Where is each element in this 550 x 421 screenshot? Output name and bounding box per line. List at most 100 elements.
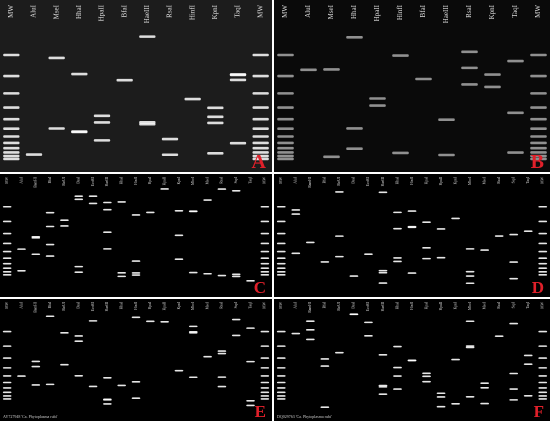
- band: [393, 257, 402, 259]
- band: [17, 375, 26, 377]
- lane-label: BfaI: [120, 4, 128, 17]
- band: [436, 396, 446, 398]
- band: [174, 258, 184, 261]
- band: [320, 406, 330, 409]
- band: [103, 248, 112, 250]
- band: [3, 154, 20, 158]
- band: [2, 257, 12, 260]
- lane-label: MboI: [191, 176, 195, 185]
- lane-label: BamHI: [308, 301, 312, 312]
- band: [346, 127, 363, 130]
- band: [538, 242, 548, 245]
- lane-label: KpnI: [177, 301, 181, 309]
- band: [31, 360, 41, 363]
- lane-label: MW: [263, 176, 267, 183]
- band: [509, 399, 519, 401]
- band: [229, 78, 247, 82]
- band: [346, 147, 363, 150]
- band: [509, 388, 519, 390]
- band: [465, 275, 475, 277]
- band: [252, 151, 269, 154]
- band: [48, 56, 65, 60]
- band: [246, 280, 255, 282]
- band: [93, 121, 111, 124]
- band: [60, 219, 69, 222]
- band: [364, 335, 373, 337]
- band: [346, 35, 363, 39]
- lane-label: AluI: [294, 301, 298, 308]
- lane-label: MW: [279, 301, 283, 308]
- gel-panel: MW AluI BamHI BfaI BstUI DraI EcoRI HaeIII HhaI H…: [0, 299, 272, 421]
- lane-label: HpaI: [424, 176, 428, 184]
- band: [451, 402, 460, 405]
- band: [422, 247, 431, 249]
- gel-panel: MW AluI MseI HhaI HpaII BfaI HaeIII RsaI HinfI Kp…: [0, 0, 272, 172]
- band: [260, 205, 270, 208]
- band: [530, 106, 547, 109]
- lane-label: SspI: [512, 176, 516, 183]
- band: [509, 261, 519, 263]
- band: [277, 106, 294, 109]
- band: [160, 320, 169, 323]
- band: [422, 257, 431, 260]
- band: [378, 386, 388, 388]
- band: [74, 374, 84, 377]
- lane-label: MW: [5, 176, 9, 183]
- band: [461, 50, 478, 54]
- lane-label: HinfI: [410, 176, 414, 185]
- band: [378, 354, 388, 356]
- band: [530, 127, 547, 130]
- band: [45, 243, 55, 246]
- lane-label: TaqI: [234, 4, 242, 17]
- lane-label: HaeIII: [143, 4, 151, 23]
- band: [538, 257, 548, 260]
- band: [538, 357, 548, 359]
- band: [465, 395, 475, 398]
- band: [507, 151, 524, 154]
- band: [291, 209, 301, 211]
- band: [74, 340, 84, 342]
- lane-label: HinfI: [134, 301, 138, 310]
- band: [246, 404, 255, 407]
- band: [45, 211, 55, 214]
- band: [188, 271, 198, 274]
- band: [103, 377, 112, 379]
- lane-label: BamHI: [34, 176, 38, 187]
- band: [252, 154, 269, 158]
- lane-label: KpnI: [488, 4, 496, 19]
- band: [252, 92, 269, 95]
- band: [277, 127, 294, 130]
- band: [260, 250, 270, 253]
- band: [2, 274, 12, 276]
- lane-label: BfaI: [323, 301, 327, 308]
- band: [305, 241, 315, 244]
- band: [45, 315, 55, 318]
- gel-background: [0, 0, 272, 172]
- band: [484, 73, 501, 76]
- band: [88, 202, 98, 205]
- band: [320, 365, 330, 367]
- lane-label: TaqI: [511, 4, 519, 17]
- lane-label: KpnI: [453, 301, 457, 309]
- band: [276, 357, 286, 359]
- gel-background: [274, 174, 550, 297]
- band: [530, 141, 547, 145]
- band: [276, 271, 286, 273]
- band: [260, 345, 270, 347]
- band: [231, 275, 241, 278]
- band: [188, 325, 198, 328]
- band: [509, 322, 519, 325]
- band: [3, 135, 20, 138]
- band: [465, 282, 475, 285]
- band: [393, 211, 402, 214]
- band: [131, 274, 141, 276]
- band: [260, 267, 270, 269]
- band: [48, 127, 65, 130]
- band: [2, 391, 12, 394]
- band: [538, 232, 548, 235]
- lane-label: HinfI: [410, 301, 414, 310]
- band: [74, 271, 84, 273]
- band: [3, 157, 20, 161]
- lane-label: MW: [541, 301, 545, 308]
- band: [494, 335, 504, 337]
